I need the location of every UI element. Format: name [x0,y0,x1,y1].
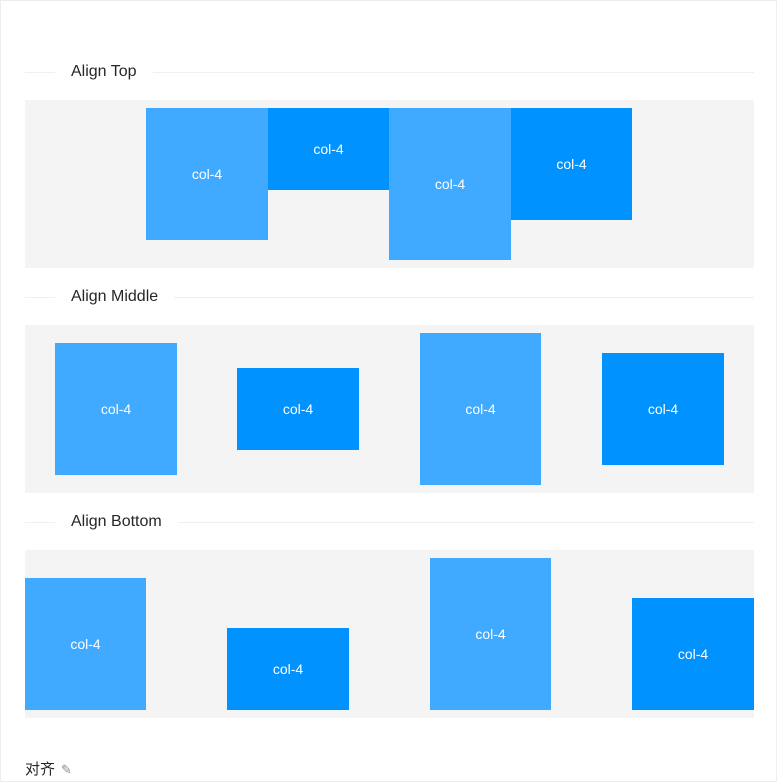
divider-align-middle: Align Middle [25,286,754,308]
col-box: col-4 [511,108,632,220]
edit-icon[interactable]: ✎ [61,762,72,777]
row-align-middle: col-4 col-4 col-4 col-4 [25,325,754,493]
col-box: col-4 [227,628,349,710]
col-box: col-4 [602,353,724,465]
row-align-bottom: col-4 col-4 col-4 col-4 [25,550,754,718]
col-box: col-4 [632,598,754,710]
next-section-title: 对齐 [25,761,56,778]
col-box: col-4 [146,108,268,240]
col-box: col-4 [389,108,511,260]
next-section-heading: 对齐 ✎ [25,758,72,779]
col-box: col-4 [268,108,389,190]
section-title: Align Bottom [71,513,162,530]
col-box: col-4 [55,343,177,475]
col-box: col-4 [237,368,359,450]
row-align-top: col-4 col-4 col-4 col-4 [25,100,754,268]
section-title: Align Middle [71,288,159,305]
divider-align-bottom: Align Bottom [25,511,754,533]
section-title: Align Top [71,63,137,80]
divider-align-top: Align Top [25,61,754,83]
col-box: col-4 [25,578,146,710]
col-box: col-4 [420,333,541,485]
col-box: col-4 [430,558,551,710]
